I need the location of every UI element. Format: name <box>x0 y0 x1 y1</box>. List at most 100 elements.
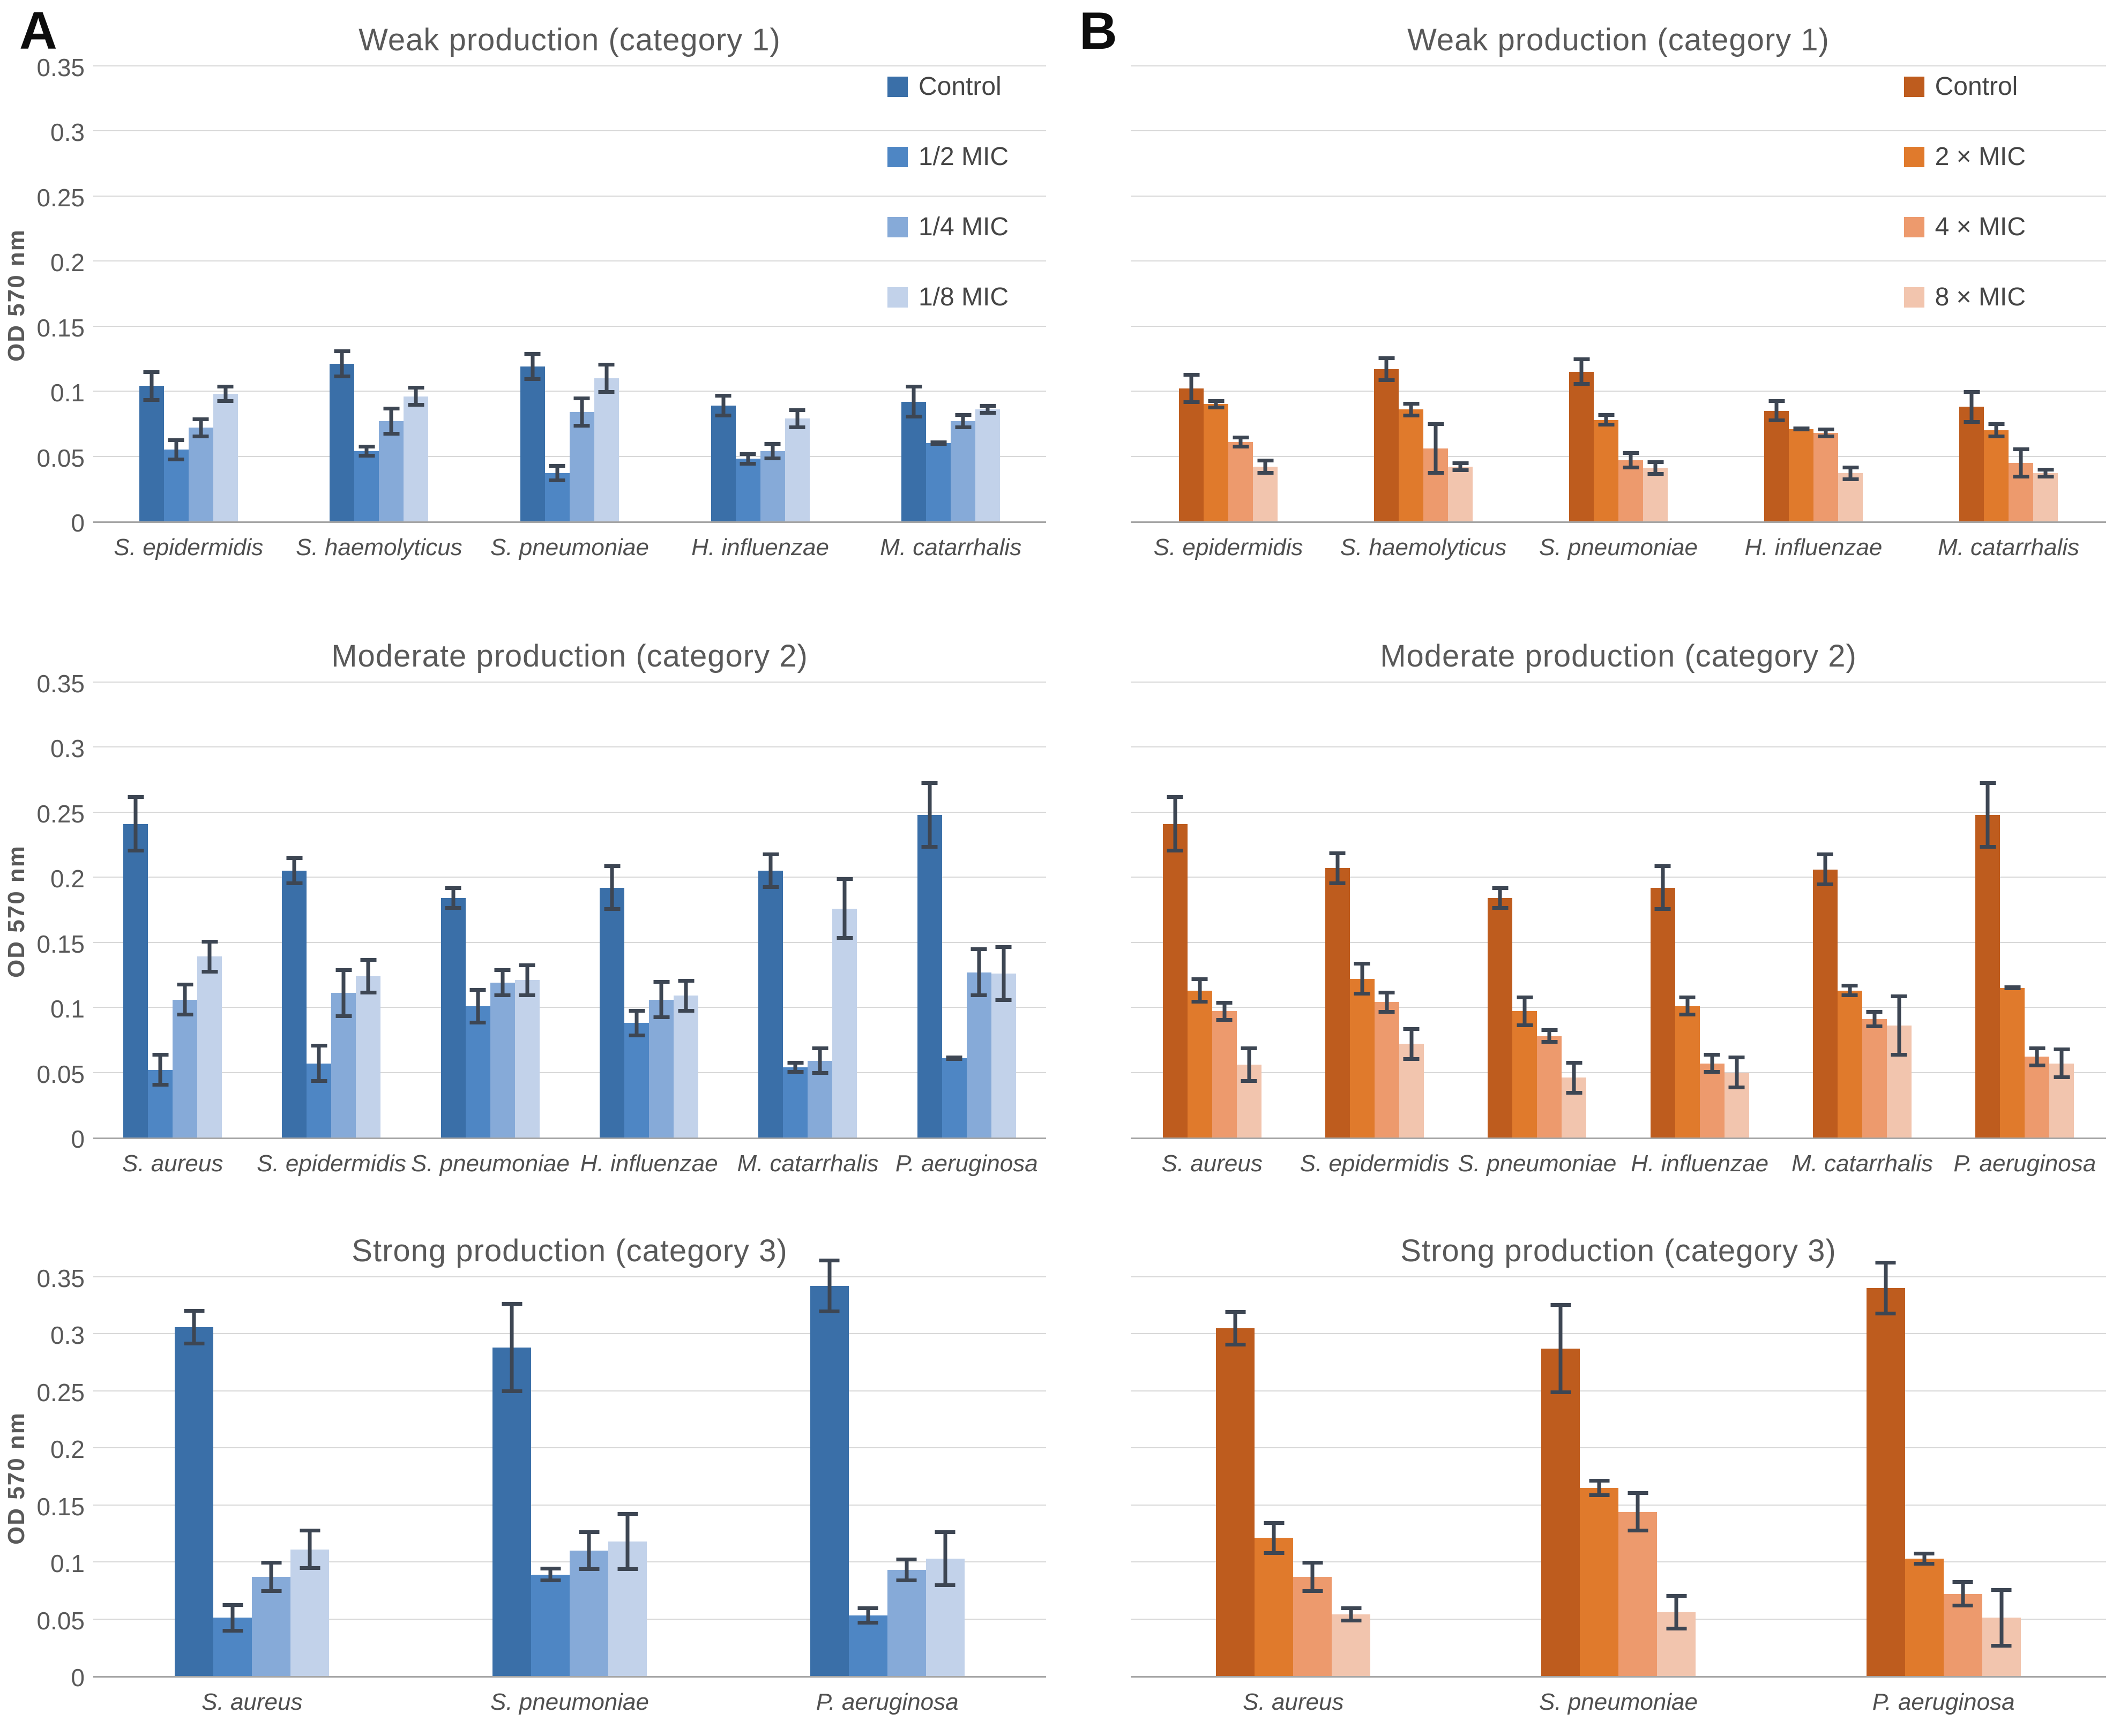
gridline <box>1131 1504 2106 1506</box>
bar-slot <box>917 684 942 1138</box>
error-bar <box>199 417 203 438</box>
bar-slot <box>832 684 857 1138</box>
error-bar <box>1799 426 1803 432</box>
category-label-s-pneumoniae: S. pneumoniae <box>1458 1150 1617 1177</box>
error-bar <box>192 1308 196 1345</box>
bar-slot <box>1789 68 1813 521</box>
bar-slot <box>490 684 515 1138</box>
gridline <box>1131 455 2106 457</box>
bar-group-p-aeruginosa <box>728 1258 1046 1676</box>
x-axis-labels: S. aureus S. pneumoniae P. aeruginosa <box>1060 1678 2106 1727</box>
error-bar <box>1824 428 1828 438</box>
error-bar <box>340 349 344 378</box>
x-axis-labels: S. epidermidis S. haemolyticus S. pneumoni… <box>0 523 1046 572</box>
bar-slot <box>252 1278 291 1676</box>
bar-control <box>600 887 625 1138</box>
chart-title: Strong production (category 3) <box>1400 1233 1837 1268</box>
error-bar <box>1710 1053 1714 1074</box>
error-bar <box>1572 1060 1576 1095</box>
category-label-p-aeruginosa: P. aeruginosa <box>816 1689 959 1715</box>
error-bar <box>223 385 228 403</box>
y-tick-label: 0.15 <box>36 1492 85 1521</box>
y-tick-label: 0 <box>71 1664 85 1692</box>
error-bar <box>317 1044 321 1083</box>
legend-label: Control <box>918 72 1002 101</box>
chart-body: OD 570 nm 0 0.05 0.1 0.15 0.2 0.25 0.3 0.35 Con… <box>0 55 1046 535</box>
gridline <box>1131 941 2106 943</box>
bar-1-4-mic <box>966 972 991 1138</box>
bar-slot <box>711 68 736 521</box>
bar-slot <box>1724 684 1749 1138</box>
legend-swatch <box>887 216 908 237</box>
bar-slot <box>600 684 625 1138</box>
bar-control <box>1764 410 1789 521</box>
gridline <box>1131 260 2106 262</box>
bar-slot <box>951 68 976 521</box>
error-bar <box>525 963 529 997</box>
error-bar <box>1238 435 1243 448</box>
chart-body: OD 570 nm 0 0.05 0.1 0.15 0.2 0.25 0.3 0.35 <box>0 671 1046 1151</box>
bar-1-4-mic <box>887 1570 926 1676</box>
error-bar <box>659 980 663 1019</box>
error-bar <box>476 987 480 1024</box>
bar-slot <box>465 684 490 1138</box>
bar-group-m-catarrhalis <box>728 684 887 1138</box>
bar-1-8-mic <box>356 976 381 1138</box>
bar-slot <box>1643 68 1668 521</box>
chart-title: Weak production (category 1) <box>1407 22 1830 57</box>
y-tick-label: 0.15 <box>36 313 85 342</box>
bar-group-h-influenzae <box>1618 684 1781 1138</box>
error-bar <box>1458 461 1462 472</box>
gridline <box>93 130 1046 132</box>
bar-slot <box>1618 1278 1657 1676</box>
bar-4-mic <box>1618 460 1643 521</box>
legend-item-1-8-mic: 1/8 MIC <box>887 282 1009 312</box>
bar-slot <box>1959 68 1984 521</box>
bar-slot <box>783 684 808 1138</box>
y-tick-label: 0 <box>71 1125 85 1153</box>
legend-swatch <box>1903 216 1924 237</box>
error-bar <box>1434 422 1438 475</box>
category-label-p-aeruginosa: P. aeruginosa <box>1872 1689 2015 1715</box>
error-bar <box>634 1008 639 1037</box>
error-bar <box>1198 977 1202 1004</box>
error-bar <box>1597 1478 1601 1497</box>
error-bar <box>1385 990 1389 1014</box>
bar-8-mic <box>1332 1614 1371 1676</box>
bar-slot <box>1374 68 1399 521</box>
bar-slot <box>173 684 198 1138</box>
error-bar <box>768 852 773 889</box>
error-bar <box>1547 1028 1551 1044</box>
gridline <box>93 65 1046 66</box>
error-bar <box>1999 1588 2004 1648</box>
legend-swatch <box>887 287 908 308</box>
legend-swatch <box>1903 76 1924 97</box>
y-axis-title: OD 570 nm <box>0 1278 33 1678</box>
y-axis-title-text: OD 570 nm <box>3 1411 29 1545</box>
error-bar <box>587 1530 591 1572</box>
legend-label: 1/4 MIC <box>918 213 1009 241</box>
legend-swatch <box>1903 146 1924 167</box>
error-bar <box>1272 1521 1276 1555</box>
bar-slot <box>1212 684 1237 1138</box>
error-bar <box>1233 1310 1237 1346</box>
error-bar <box>793 1060 797 1074</box>
category-label-s-pneumoniae: S. pneumoniae <box>490 1689 649 1715</box>
error-bar <box>684 978 688 1013</box>
gridline <box>1131 65 2106 66</box>
gridline <box>93 391 1046 392</box>
error-bar <box>827 1258 832 1314</box>
error-bar <box>1922 1552 1927 1566</box>
bar-slot <box>887 1278 926 1676</box>
bar-4-mic <box>1228 442 1253 521</box>
bar-1-8-mic <box>832 908 857 1138</box>
bar-control <box>1488 898 1513 1138</box>
error-bar <box>1002 945 1006 1002</box>
bar-slot <box>608 1278 647 1676</box>
category-label-s-haemolyticus: S. haemolyticus <box>296 534 462 560</box>
error-bar <box>2059 1047 2064 1079</box>
bar-group-m-catarrhalis <box>855 68 1046 521</box>
legend-label: 4 × MIC <box>1935 213 2026 241</box>
error-bar <box>928 781 932 849</box>
gridline <box>93 877 1046 878</box>
